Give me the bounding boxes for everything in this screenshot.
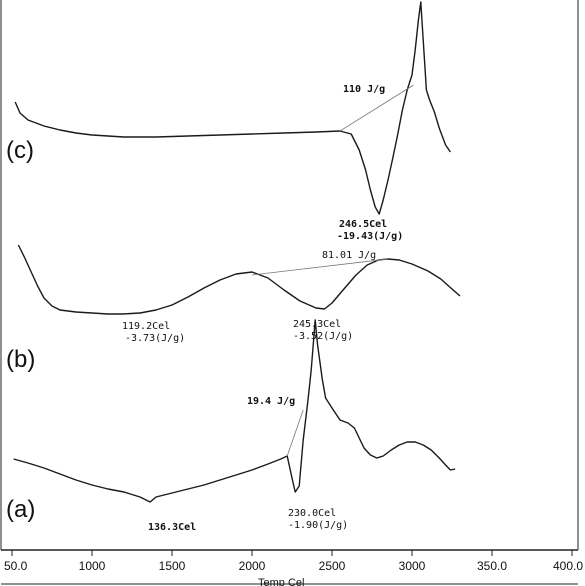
annotation-a-peak: 136.3Cel xyxy=(148,522,196,533)
curve-c xyxy=(14,1,451,215)
curves xyxy=(13,1,461,503)
annotation-c-energy: 110 J/g xyxy=(343,84,385,95)
x-tick-label: 1500 xyxy=(159,559,186,573)
annotation-a-energy: 19.4 J/g xyxy=(247,396,295,407)
baselines xyxy=(251,84,414,457)
curve-b xyxy=(17,244,461,315)
annotation-b-min1-temp: 119.2Cel xyxy=(122,321,170,332)
annotation-c-trough-energy: -19.43(J/g) xyxy=(337,231,403,242)
x-tick-label: 3000 xyxy=(399,559,426,573)
x-tick-label: 2000 xyxy=(239,559,266,573)
x-tick-label: 400.0 xyxy=(553,559,583,573)
integration-baseline-a xyxy=(286,409,304,457)
x-tick-label: 50.0 xyxy=(4,559,28,573)
panel-label-b: (b) xyxy=(6,346,35,373)
panel-label-c: (c) xyxy=(6,137,34,164)
annotation-b-min1-energy: -3.73(J/g) xyxy=(125,333,185,344)
integration-baseline-c xyxy=(339,84,414,132)
x-tick-label: 350.0 xyxy=(477,559,507,573)
curve-a xyxy=(13,319,456,503)
panel-label-a: (a) xyxy=(6,496,35,523)
x-ticks: 50.0 1000 1500 2000 2500 3000 350.0 400.0 xyxy=(4,550,583,573)
annotation-a-trough-temp: 230.0Cel xyxy=(288,508,336,519)
annotation-b-min2-energy: -3.52(J/g) xyxy=(293,331,353,342)
x-tick-label: 1000 xyxy=(79,559,106,573)
integration-baseline-b xyxy=(251,258,389,276)
annotation-a-trough-energy: -1.90(J/g) xyxy=(288,520,348,531)
annotation-b-min2-temp: 245.3Cel xyxy=(293,319,341,330)
annotation-b-energy: 81.01 J/g xyxy=(322,250,376,261)
annotation-c-trough-temp: 246.5Cel xyxy=(339,219,387,230)
x-tick-label: 2500 xyxy=(319,559,346,573)
x-axis-title: Temp Cel xyxy=(258,577,304,586)
